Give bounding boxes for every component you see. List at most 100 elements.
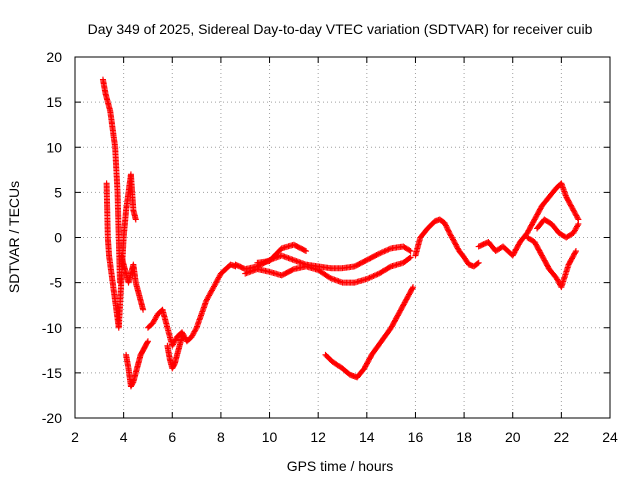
data-trace <box>100 77 109 95</box>
data-trace <box>103 181 111 239</box>
data-point <box>410 284 417 291</box>
data-trace <box>120 208 129 240</box>
data-trace <box>170 335 180 348</box>
data-trace <box>106 253 115 276</box>
x-tick-label: 14 <box>359 429 375 445</box>
data-point <box>188 333 195 340</box>
data-trace <box>280 253 296 263</box>
chart-title: Day 349 of 2025, Sidereal Day-to-day VTE… <box>88 21 593 37</box>
series-early-cluster-b <box>118 252 147 313</box>
data-trace <box>208 280 219 294</box>
data-point <box>179 333 185 340</box>
data-trace <box>204 289 214 303</box>
data-trace <box>189 326 199 339</box>
x-tick-label: 20 <box>505 429 521 445</box>
series-evening-peak <box>412 216 482 270</box>
data-trace <box>571 222 581 235</box>
series-day-band-c <box>254 241 310 266</box>
x-tick-label: 18 <box>456 429 472 445</box>
data-trace <box>365 251 381 263</box>
data-trace <box>267 246 284 263</box>
data-trace <box>331 359 345 371</box>
data-point <box>144 338 151 345</box>
series-early-cluster-a <box>103 171 139 331</box>
data-trace <box>316 267 333 281</box>
x-axis: 2 4 6 8 10 12 14 16 18 20 22 24 <box>71 57 618 445</box>
series-late-b <box>524 234 579 291</box>
data-trace <box>292 257 308 268</box>
data-point <box>140 306 147 313</box>
data-trace <box>145 321 155 330</box>
data-trace <box>355 366 367 380</box>
y-tick-label: -20 <box>42 410 62 426</box>
data-trace <box>525 217 537 235</box>
data-trace <box>539 195 552 208</box>
x-tick-label: 4 <box>120 429 128 445</box>
y-axis: -20 -15 -10 -5 0 5 10 15 20 <box>42 49 610 426</box>
data-trace <box>362 353 374 371</box>
y-tick-label: -5 <box>50 275 63 291</box>
x-tick-label: 8 <box>217 429 225 445</box>
data-trace <box>128 380 136 389</box>
data-points <box>99 76 582 390</box>
data-point <box>363 276 370 283</box>
data-trace <box>437 217 447 226</box>
data-point <box>203 297 210 304</box>
data-trace <box>123 353 132 370</box>
data-trace <box>558 263 572 289</box>
data-trace <box>412 235 423 258</box>
data-trace <box>447 231 457 244</box>
series-morning <box>144 261 239 349</box>
data-trace <box>452 240 462 253</box>
grid-lines <box>75 57 610 418</box>
data-point <box>446 229 453 236</box>
data-point <box>572 248 579 255</box>
data-trace <box>547 267 559 280</box>
y-tick-label: 0 <box>54 230 62 246</box>
data-trace <box>218 267 228 276</box>
x-tick-label: 22 <box>554 429 570 445</box>
data-trace <box>109 127 118 149</box>
data-trace <box>377 245 393 257</box>
data-point <box>132 216 139 223</box>
data-point <box>407 254 414 261</box>
data-trace <box>377 264 393 276</box>
x-tick-label: 12 <box>310 429 326 445</box>
x-tick-label: 10 <box>262 429 278 445</box>
data-trace <box>517 231 530 244</box>
y-tick-label: -10 <box>42 320 62 336</box>
x-tick-label: 2 <box>71 429 79 445</box>
data-trace <box>542 217 554 227</box>
data-point <box>570 229 577 236</box>
data-trace <box>471 260 481 269</box>
data-trace <box>564 230 576 240</box>
data-trace <box>457 249 467 260</box>
series-dip-6h <box>164 333 185 372</box>
data-trace <box>112 145 121 194</box>
data-trace <box>547 186 559 199</box>
data-trace <box>571 208 581 222</box>
data-trace <box>194 312 204 330</box>
data-point <box>213 279 220 286</box>
x-tick-label: 16 <box>408 429 424 445</box>
data-trace <box>213 271 224 285</box>
data-trace <box>467 262 476 269</box>
data-point <box>575 220 582 227</box>
data-trace <box>143 339 151 348</box>
data-trace <box>292 242 308 254</box>
data-trace <box>365 271 381 282</box>
data-trace <box>255 266 272 275</box>
data-trace <box>461 255 472 267</box>
series-day-band-b <box>242 254 414 286</box>
data-trace <box>340 366 352 377</box>
data-trace <box>379 325 394 344</box>
data-trace <box>228 262 238 269</box>
data-trace <box>369 339 384 357</box>
data-trace <box>150 312 160 325</box>
data-trace <box>510 240 523 258</box>
y-tick-label: 20 <box>46 49 62 65</box>
series-late-a <box>475 180 582 259</box>
y-tick-label: 15 <box>46 94 62 110</box>
data-trace <box>340 263 357 271</box>
